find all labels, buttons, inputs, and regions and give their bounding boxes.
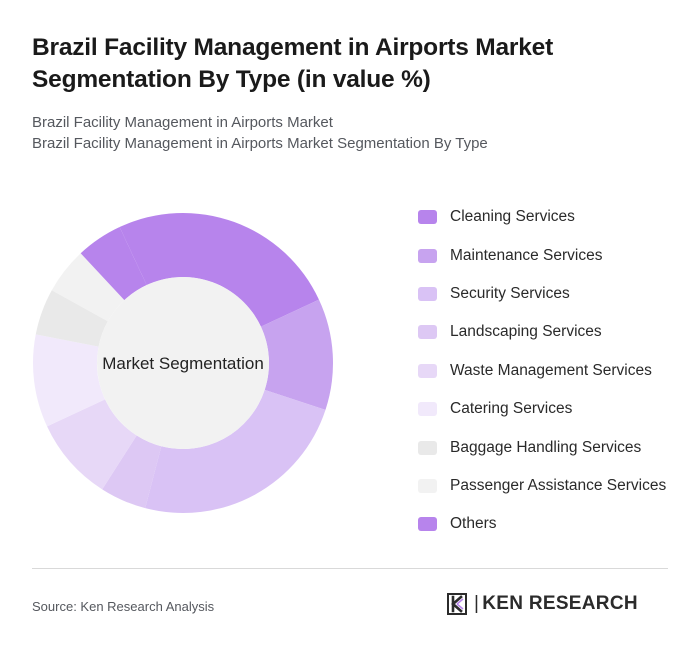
legend-label: Waste Management Services <box>450 361 652 379</box>
legend-item-baggage-handling-services: Baggage Handling Services <box>418 428 688 466</box>
donut-slice-baggage-handling-services <box>35 290 108 347</box>
ken-research-logo-icon <box>447 593 467 615</box>
donut-slice-landscaping-services <box>102 435 162 509</box>
logo-wordmark: | KEN RESEARCH <box>474 593 638 614</box>
legend-item-passenger-assistance-services: Passenger Assistance Services <box>418 467 688 505</box>
donut-slice-security-services <box>145 389 326 513</box>
donut-center <box>97 277 269 449</box>
legend-label: Passenger Assistance Services <box>450 476 667 494</box>
donut-slice-maintenance-services <box>260 299 333 410</box>
donut-slice-cleaning-services <box>119 213 319 327</box>
legend-item-maintenance-services: Maintenance Services <box>418 236 688 274</box>
legend-swatch <box>418 210 437 225</box>
subtitle-line-1: Brazil Facility Management in Airports M… <box>32 114 333 131</box>
legend-item-cleaning-services: Cleaning Services <box>418 198 688 236</box>
legend-label: Maintenance Services <box>450 246 603 264</box>
donut-slice-catering-services <box>33 334 106 427</box>
chart-subtitle: Brazil Facility Management in Airports M… <box>32 112 652 154</box>
ken-research-logo: | KEN RESEARCH <box>446 592 638 616</box>
donut-slices <box>33 213 333 513</box>
footer-divider <box>32 568 668 569</box>
legend-swatch <box>418 286 437 301</box>
donut-chart: Market Segmentation <box>33 213 333 513</box>
legend-item-others: Others <box>418 505 688 543</box>
logo-name: KEN RESEARCH <box>482 593 638 614</box>
legend-label: Catering Services <box>450 400 573 418</box>
source-note: Source: Ken Research Analysis <box>32 599 215 614</box>
legend-label: Others <box>450 515 497 533</box>
legend-swatch <box>418 325 437 340</box>
legend-item-landscaping-services: Landscaping Services <box>418 313 688 351</box>
legend-item-waste-management-services: Waste Management Services <box>418 352 688 390</box>
donut-center-label: Market Segmentation <box>102 354 264 373</box>
legend-swatch <box>418 363 437 378</box>
donut-slice-waste-management-services <box>47 399 137 490</box>
donut-slice-passenger-assistance-services <box>51 253 125 322</box>
legend-label: Security Services <box>450 284 570 302</box>
subtitle-line-2: Brazil Facility Management in Airports M… <box>32 135 488 152</box>
chart-legend: Cleaning Services Maintenance Services Sec… <box>418 198 688 544</box>
legend-swatch <box>418 478 437 493</box>
legend-swatch <box>418 248 437 263</box>
legend-swatch <box>418 440 437 455</box>
legend-swatch <box>418 517 437 532</box>
legend-label: Cleaning Services <box>450 208 575 226</box>
legend-swatch <box>418 402 437 417</box>
legend-label: Baggage Handling Services <box>450 438 642 456</box>
donut-slice-others <box>80 227 147 301</box>
legend-item-catering-services: Catering Services <box>418 390 688 428</box>
chart-title: Brazil Facility Management in Airports M… <box>32 34 554 93</box>
legend-item-security-services: Security Services <box>418 275 688 313</box>
legend-label: Landscaping Services <box>450 323 602 341</box>
